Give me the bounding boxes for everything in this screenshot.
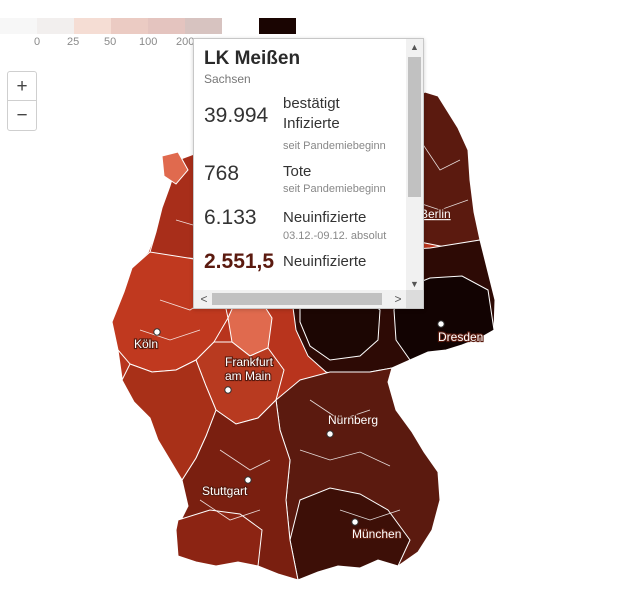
legend-label-0: 0 (34, 36, 41, 48)
zoom-control: + − (7, 71, 37, 131)
zoom-out-button[interactable]: − (16, 105, 28, 126)
tooltip-content: LK Meißen Sachsen 39.994 bestätigt Infiz… (194, 39, 407, 292)
legend-label-50: 50 (104, 36, 117, 48)
tooltip-subtitle: Sachsen (204, 72, 251, 86)
city-marker-dresden (437, 320, 445, 328)
stat-label-deaths: Tote (283, 163, 312, 180)
region-light-3 (161, 151, 189, 185)
stat-value-incidence: 2.551,5 (204, 250, 275, 273)
legend-label-100: 100 (139, 36, 158, 48)
city-marker-stuttgart (244, 476, 252, 484)
stat-label-incidence: Neuinfizierte (283, 253, 367, 270)
legend-swatch-6 (259, 18, 296, 34)
city-muenchen[interactable]: München (351, 518, 402, 542)
scroll-down-icon[interactable]: ▼ (410, 279, 419, 289)
city-marker-frankfurt (224, 386, 232, 394)
legend-swatch-5 (185, 18, 222, 34)
vertical-scrollbar[interactable]: ▲ ▼ (406, 39, 423, 292)
stat-row-incidence: 2.551,5 Neuinfizierte (204, 244, 397, 274)
stat-row-deaths: 768 Tote seit Pandemiebeginn (204, 160, 397, 198)
zoom-in-button[interactable]: + (8, 72, 36, 101)
stat-sub-infected: seit Pandemiebeginn (283, 140, 386, 152)
city-nuernberg[interactable]: Nürnberg (326, 412, 379, 438)
legend-swatch-1 (37, 18, 74, 34)
stat-value-deaths: 768 (204, 162, 240, 185)
city-frankfurt[interactable]: Frankfurt am Main (224, 354, 275, 394)
city-dresden[interactable]: Dresden (437, 320, 484, 345)
city-label-dresden: Dresden (438, 330, 483, 344)
legend-label-200: 200 (176, 36, 195, 48)
city-label-koeln: Köln (134, 337, 158, 351)
legend-label-25: 25 (67, 36, 80, 48)
legend-swatch-3 (111, 18, 148, 34)
city-label-stuttgart: Stuttgart (202, 484, 248, 498)
city-marker-muenchen (351, 518, 359, 526)
region-rlp (121, 359, 217, 481)
city-marker-koeln (153, 328, 161, 336)
horizontal-scroll-thumb[interactable] (212, 293, 382, 305)
vertical-scroll-thumb[interactable] (408, 57, 421, 197)
legend-swatch-4 (148, 18, 185, 34)
stat-label-new: Neuinfizierte (283, 209, 367, 226)
tooltip-title: LK Meißen (204, 48, 301, 69)
stat-row-infected: 39.994 bestätigt Infizierte seit Pandemi… (204, 94, 397, 160)
scrollbar-corner (406, 290, 423, 308)
stat-sub-deaths: seit Pandemiebeginn (283, 183, 386, 195)
region-bw-south (175, 509, 263, 567)
city-label-berlin: Berlin (420, 207, 451, 221)
city-label-muenchen: München (352, 527, 401, 541)
stat-value-infected: 39.994 (204, 104, 269, 127)
stat-row-new: 6.133 Neuinfizierte 03.12.-09.12. absolu… (204, 200, 397, 244)
stat-value-new: 6.133 (204, 206, 257, 229)
city-label-frankfurt-line1: Frankfurt (225, 355, 274, 369)
city-label-frankfurt-line2: am Main (225, 369, 271, 383)
stat-label-infected-line2: Infizierte (283, 115, 340, 132)
city-label-nuernberg: Nürnberg (328, 413, 378, 427)
legend-swatch-0 (0, 18, 37, 34)
city-marker-nuernberg (326, 430, 334, 438)
scroll-right-icon[interactable]: > (394, 292, 402, 306)
horizontal-scrollbar[interactable]: < > (194, 290, 423, 308)
scroll-left-icon[interactable]: < (200, 292, 208, 306)
stat-sub-new: 03.12.-09.12. absolut (283, 230, 387, 242)
stat-label-infected-line1: bestätigt (283, 95, 340, 112)
legend-swatch-2 (74, 18, 111, 34)
district-tooltip: LK Meißen Sachsen 39.994 bestätigt Infiz… (193, 38, 424, 309)
scroll-up-icon[interactable]: ▲ (410, 42, 419, 52)
city-berlin[interactable]: Berlin (419, 206, 452, 222)
city-stuttgart[interactable]: Stuttgart (201, 476, 252, 499)
city-koeln[interactable]: Köln (133, 328, 161, 352)
